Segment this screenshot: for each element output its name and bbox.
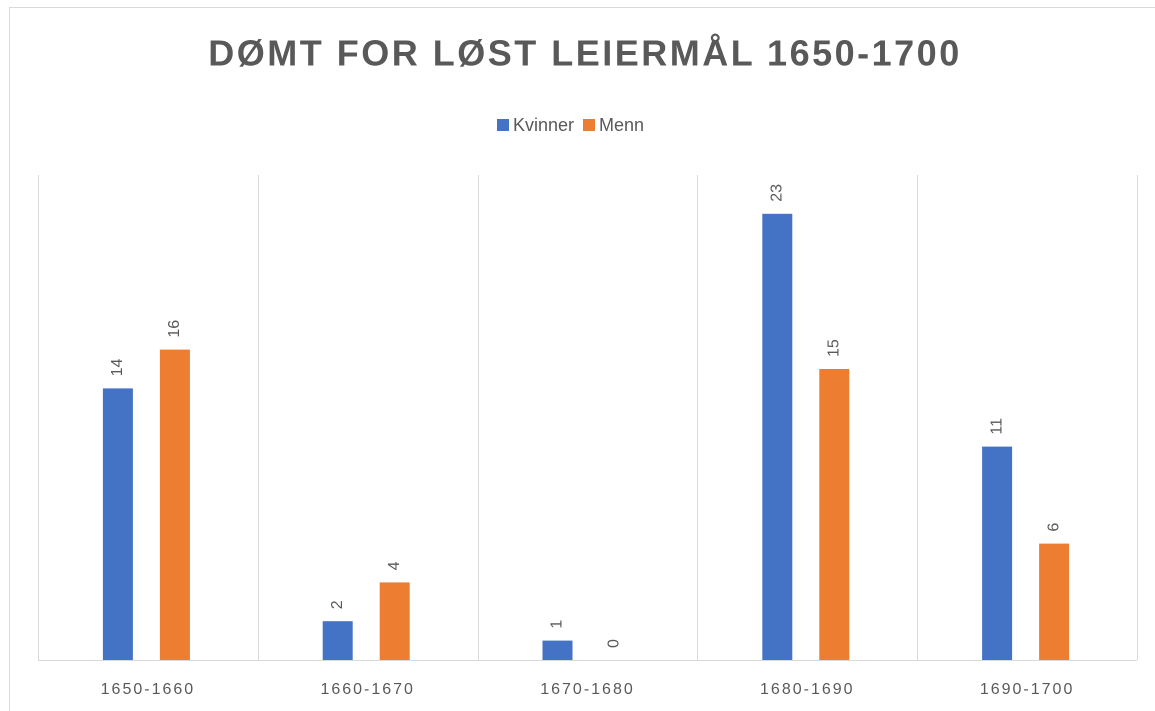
bar [762,213,793,661]
bar [322,621,353,660]
legend-label: Kvinner [513,115,574,135]
data-label: 16 [166,320,183,338]
data-label: 14 [109,359,126,377]
data-label: 1 [549,620,566,629]
x-tick-label: 1690-1700 [980,681,1075,698]
x-tick-label: 1650-1660 [101,681,196,698]
bar [1039,543,1070,660]
bar [819,369,850,660]
bar [982,446,1013,660]
bar [379,582,410,660]
chart-title: DØMT FOR LØST LEIERMÅL 1650-1700 [208,33,961,74]
x-tick-label: 1670-1680 [540,681,635,698]
data-label: 2 [329,600,346,609]
legend-swatch [583,119,595,131]
data-label: 15 [826,339,843,357]
legend-swatch [497,119,509,131]
legend-label: Menn [599,115,644,135]
chart-border [9,7,1155,711]
bar [102,388,133,660]
data-label: 0 [606,639,623,648]
data-label: 11 [988,418,1005,435]
data-label: 23 [769,184,786,202]
data-label: 6 [1045,523,1062,532]
bar [542,640,573,660]
bar [159,349,190,660]
data-label: 4 [386,561,403,570]
x-tick-label: 1680-1690 [760,681,855,698]
x-tick-label: 1660-1670 [320,681,415,698]
